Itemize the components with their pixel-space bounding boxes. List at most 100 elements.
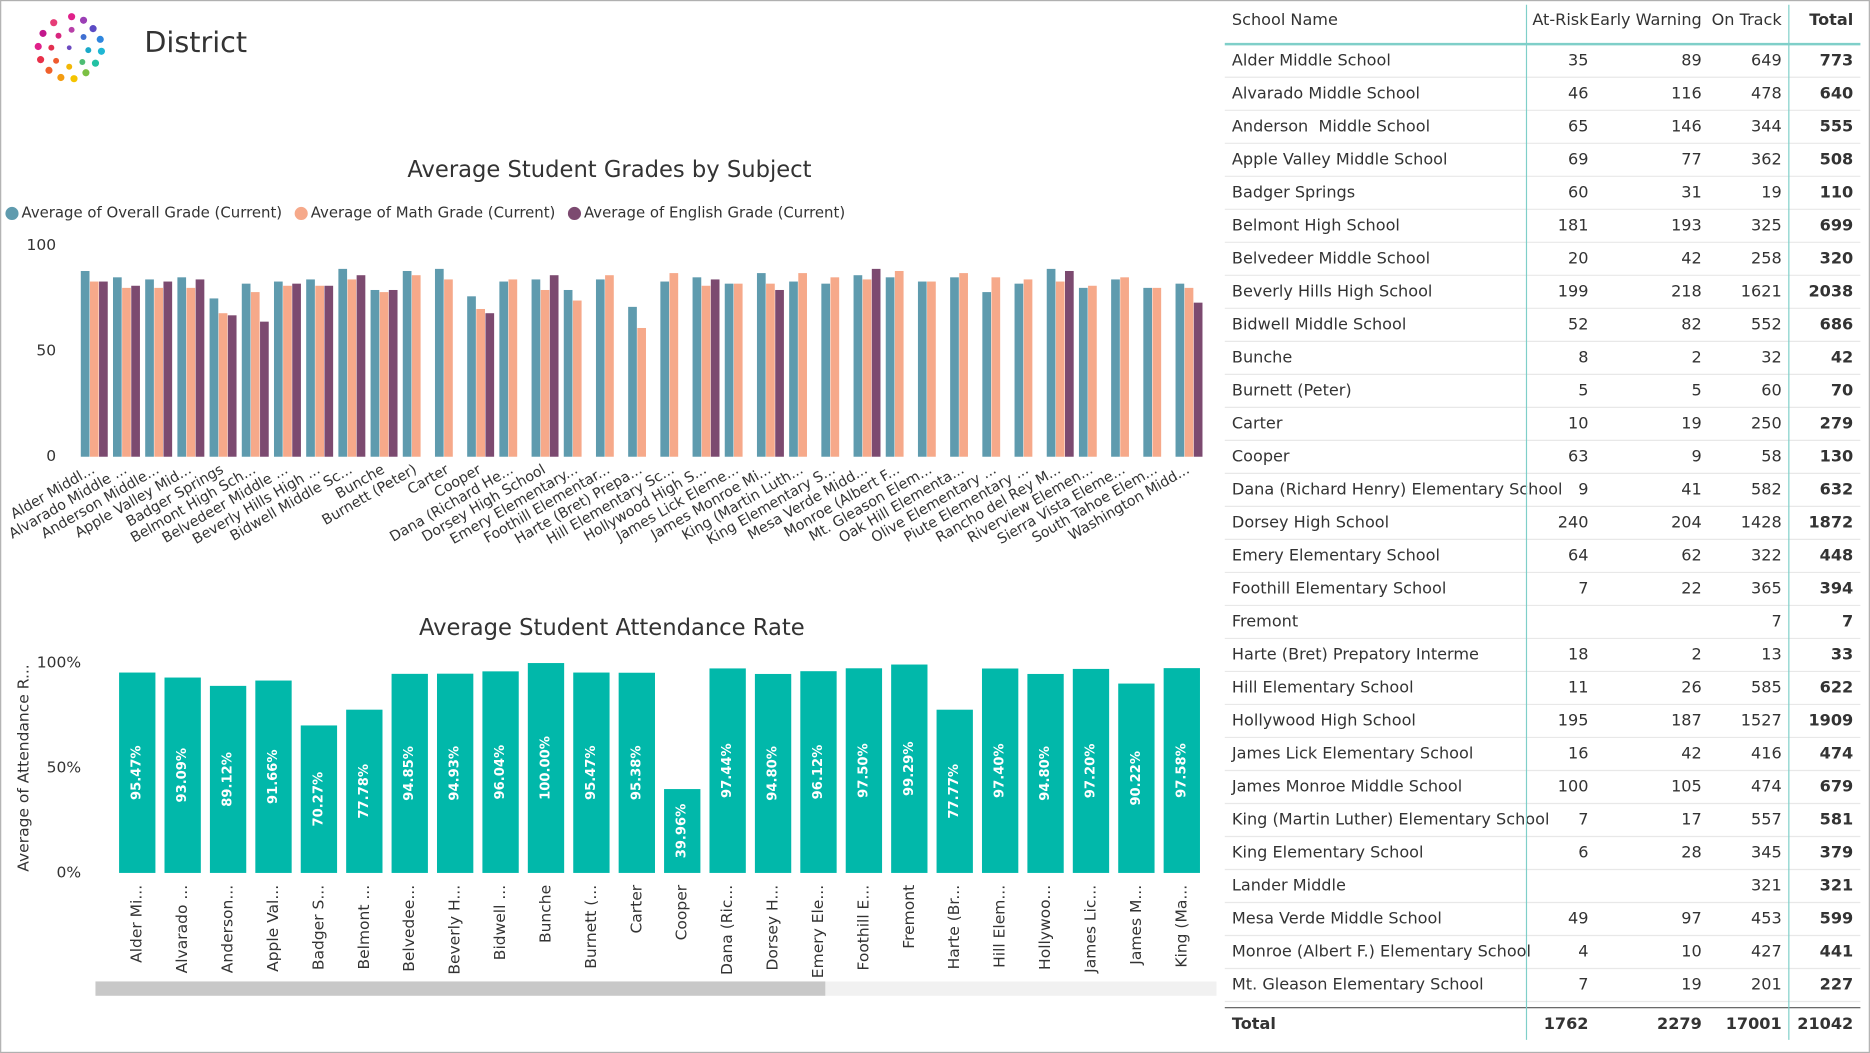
bar — [798, 273, 807, 457]
cell: 508 — [1820, 149, 1854, 168]
bar — [1120, 277, 1129, 457]
bar — [131, 285, 140, 457]
bar — [871, 268, 881, 457]
cell: 325 — [1751, 215, 1782, 234]
x-tick-label: Hollywoo... — [1036, 885, 1054, 970]
bar — [845, 668, 883, 873]
data-table: School Name At-Risk Early Warning On Track T… — [1224, 4, 1861, 1040]
data-label: 77.77% — [947, 764, 962, 819]
y-tick-label: 100% — [37, 654, 81, 672]
cell: 555 — [1820, 116, 1854, 135]
column-header: School Name — [1232, 10, 1338, 29]
bar — [595, 279, 605, 457]
bar — [637, 327, 646, 457]
column-header: On Track — [1712, 10, 1783, 29]
row-name: Apple Valley Middle School — [1232, 149, 1448, 168]
cell: 379 — [1820, 843, 1854, 862]
cell: 427 — [1751, 942, 1782, 961]
row-name: Hollywood High School — [1232, 711, 1416, 730]
cell: 7 — [1578, 975, 1588, 994]
total-cell: 17001 — [1726, 1014, 1782, 1033]
x-tick-label: Burnett (... — [582, 885, 600, 969]
data-label: 90.22% — [1129, 751, 1144, 806]
cell: 204 — [1671, 512, 1702, 531]
bar — [894, 270, 904, 457]
data-label: 99.29% — [902, 741, 917, 796]
chart-title: Average Student Grades by Subject — [407, 157, 811, 183]
data-label: 97.20% — [1083, 744, 1098, 799]
cell: 32 — [1761, 347, 1781, 366]
x-tick-label: Hill Elem... — [991, 885, 1009, 968]
x-tick-label: Alvarado ... — [173, 885, 191, 973]
legend-label: Average of Math Grade (Current) — [311, 203, 556, 221]
bar — [853, 275, 863, 457]
cell: 201 — [1751, 975, 1782, 994]
cell: 448 — [1820, 545, 1854, 564]
bar — [347, 279, 357, 457]
data-label: 95.47% — [130, 745, 145, 800]
bar — [800, 671, 837, 873]
y-tick-label: 0% — [57, 863, 82, 881]
cell: 365 — [1751, 578, 1782, 597]
cell: 4 — [1578, 942, 1588, 961]
bar — [370, 289, 380, 457]
data-label: 97.58% — [1174, 743, 1189, 798]
bar — [692, 277, 702, 457]
bar — [573, 672, 610, 873]
cell: 42 — [1831, 347, 1853, 366]
x-tick-label: Cooper — [673, 884, 691, 940]
cell: 64 — [1568, 545, 1588, 564]
cell: 557 — [1751, 810, 1782, 829]
data-label: 96.12% — [811, 745, 826, 800]
cell: 116 — [1671, 83, 1702, 102]
x-tick-label: Dorsey H... — [764, 885, 782, 971]
cell: 227 — [1820, 975, 1854, 994]
y-tick-label: 0 — [46, 447, 56, 465]
bar — [1143, 287, 1153, 457]
cell: 279 — [1820, 413, 1854, 432]
bar — [379, 292, 389, 457]
cell: 2 — [1692, 347, 1702, 366]
bar — [605, 275, 614, 457]
cell: 1527 — [1741, 711, 1782, 730]
bar — [821, 283, 831, 457]
bar — [1072, 668, 1110, 873]
bar — [927, 281, 936, 457]
bar — [1118, 683, 1155, 873]
cell: 33 — [1831, 644, 1853, 663]
cell: 28 — [1681, 843, 1701, 862]
row-name: King Elementary School — [1232, 843, 1424, 862]
bar — [300, 725, 338, 873]
bar — [1152, 287, 1162, 457]
row-name: Belmont High School — [1232, 215, 1400, 234]
bar — [1088, 285, 1097, 457]
data-label: 94.80% — [1038, 746, 1053, 801]
cell: 474 — [1820, 744, 1854, 763]
data-label: 91.66% — [266, 749, 281, 804]
x-tick-label: Anderson... — [219, 885, 237, 973]
scrollbar-thumb[interactable] — [95, 981, 826, 996]
legend-marker — [294, 206, 308, 221]
bar — [292, 283, 301, 457]
x-tick-label: Alder Mi... — [128, 885, 146, 963]
bar — [195, 279, 205, 457]
bar — [981, 668, 1019, 873]
bar — [112, 277, 122, 457]
bar — [563, 289, 573, 457]
bar — [540, 289, 550, 457]
cell: 100 — [1558, 777, 1589, 796]
cell: 60 — [1761, 380, 1781, 399]
x-tick-label: Fremont — [900, 885, 918, 949]
cell: 42 — [1681, 248, 1701, 267]
cell: 46 — [1568, 83, 1588, 102]
data-label: 97.50% — [856, 743, 871, 798]
x-tick-label: Beverly H... — [446, 885, 464, 975]
cell: 258 — [1751, 248, 1782, 267]
cell: 195 — [1558, 711, 1589, 730]
bar — [982, 292, 992, 457]
cell: 5 — [1692, 380, 1702, 399]
cell: 1428 — [1741, 512, 1782, 531]
bar — [273, 281, 283, 457]
row-name: Fremont — [1232, 611, 1298, 630]
